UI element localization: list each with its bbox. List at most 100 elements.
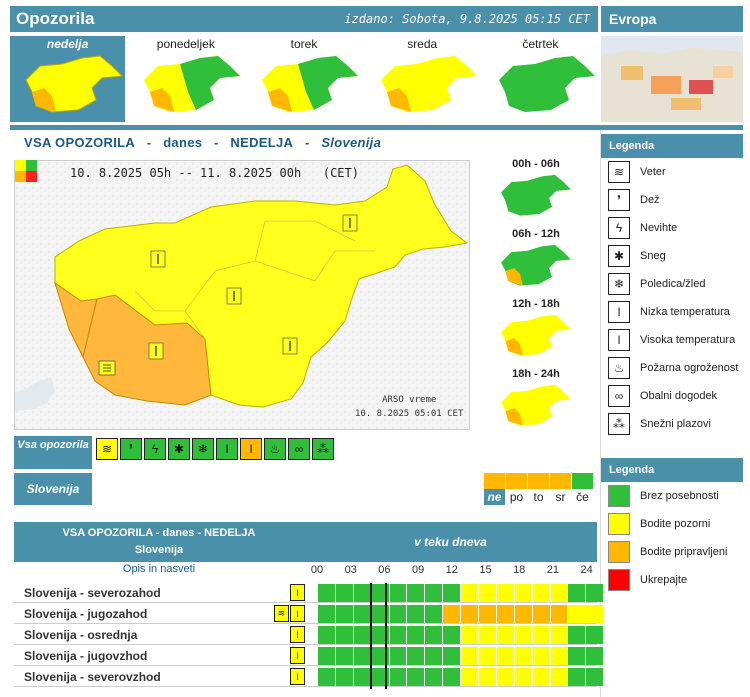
fire-danger-icon[interactable]: ♨ bbox=[264, 438, 286, 460]
timeline-cell bbox=[335, 584, 353, 602]
tab-day-4[interactable]: četrtek bbox=[482, 36, 599, 122]
timeline-cell bbox=[479, 647, 496, 665]
timeline-cell bbox=[353, 605, 371, 623]
legend-label: Nizka temperatura bbox=[640, 306, 730, 318]
row-icons: ǀ bbox=[290, 584, 305, 601]
period-map[interactable]: 06h - 12h bbox=[474, 226, 598, 292]
ice-icon[interactable]: ❄ bbox=[192, 438, 214, 460]
timeline-cell bbox=[479, 605, 496, 623]
period-map[interactable]: 18h - 24h bbox=[474, 366, 598, 432]
row-icons: ǀ bbox=[290, 626, 305, 643]
europe-header[interactable]: Evropa bbox=[601, 6, 743, 32]
coastal-event-icon[interactable]: ∞ bbox=[288, 438, 310, 460]
hour-label: 15 bbox=[479, 564, 492, 576]
day-strip-item[interactable]: sr bbox=[550, 473, 571, 505]
legend-label: Požarna ogroženost bbox=[640, 362, 739, 374]
section-header: VSA OPOZORILA - danes - NEDELJA - Sloven… bbox=[10, 133, 470, 153]
tab-day-2[interactable]: torek bbox=[246, 36, 362, 122]
europe-map[interactable] bbox=[601, 36, 743, 122]
wind-icon[interactable]: ≋ bbox=[96, 438, 118, 460]
current-time-marker bbox=[385, 583, 387, 689]
tab-day-1[interactable]: ponedeljek bbox=[128, 36, 244, 122]
opis-link[interactable]: Opis in nasveti bbox=[122, 563, 196, 575]
period-map[interactable]: 00h - 06h bbox=[474, 156, 598, 222]
day-strip-item[interactable]: ne bbox=[484, 473, 505, 505]
map-credit: ARSO vreme 10. 8.2025 05:01 CET bbox=[355, 393, 463, 421]
low-temperature-icon: ǀ bbox=[608, 301, 630, 323]
day-strip-label: to bbox=[533, 490, 544, 504]
timeline-cell bbox=[461, 668, 479, 686]
timeline-cell bbox=[371, 647, 389, 665]
timeline-cell bbox=[389, 626, 407, 644]
table-row[interactable]: Slovenija - jugovzhod ǀ bbox=[14, 646, 604, 666]
timeline-cell bbox=[586, 584, 604, 602]
timeline-cells bbox=[318, 668, 604, 686]
table-row[interactable]: Slovenija - severozahod ǀ bbox=[14, 583, 604, 603]
region-name: Slovenija - jugozahod bbox=[24, 607, 148, 621]
main-warning-map[interactable] bbox=[14, 160, 470, 430]
high-temperature-icon[interactable]: ǀ bbox=[290, 605, 305, 622]
timeline-cell bbox=[514, 584, 532, 602]
legend-label: Poledica/žled bbox=[640, 278, 706, 290]
day-strip-color bbox=[550, 473, 571, 489]
high-temperature-icon[interactable]: ǀ bbox=[290, 668, 305, 685]
timeline-cell bbox=[479, 668, 496, 686]
table-row[interactable]: Slovenija - osrednja ǀ bbox=[14, 625, 604, 645]
timeline-cell bbox=[479, 626, 496, 644]
timeline-cell bbox=[318, 626, 335, 644]
avalanche-icon[interactable]: ⁂ bbox=[312, 438, 334, 460]
timeline-cell bbox=[443, 647, 461, 665]
timeline-cell bbox=[568, 668, 586, 686]
wind-icon[interactable]: ≋ bbox=[274, 605, 289, 622]
timeline-cell bbox=[443, 626, 461, 644]
timeline-cell bbox=[532, 668, 550, 686]
level-swatch bbox=[608, 485, 630, 507]
title-text: Opozorila bbox=[16, 9, 95, 28]
legend-item: ǀ Nizka temperatura bbox=[601, 298, 743, 326]
timeline-cell bbox=[461, 584, 479, 602]
snow-icon[interactable]: ✱ bbox=[168, 438, 190, 460]
day-map-thumbnail bbox=[262, 56, 359, 112]
hour-label: 06 bbox=[378, 564, 391, 576]
timeline-cell bbox=[568, 647, 586, 665]
day-strip-item[interactable]: to bbox=[528, 473, 549, 505]
legend-item: ≋ Veter bbox=[601, 158, 743, 186]
table-row[interactable]: Slovenija - severovzhod ǀ bbox=[14, 667, 604, 687]
thunderstorm-icon[interactable]: ϟ bbox=[144, 438, 166, 460]
high-temperature-icon[interactable]: ǀ bbox=[240, 438, 262, 460]
table-row[interactable]: Slovenija - jugozahod ≋ ǀ bbox=[14, 604, 604, 624]
table-head-title: VSA OPOZORILA - danes - NEDELJA bbox=[62, 527, 256, 539]
low-temperature-icon[interactable]: ǀ bbox=[216, 438, 238, 460]
table-head-left: VSA OPOZORILA - danes - NEDELJA Slovenij… bbox=[14, 522, 304, 562]
high-temperature-icon[interactable]: ǀ bbox=[290, 647, 305, 664]
timeline-cell bbox=[586, 626, 604, 644]
timeline-cell bbox=[532, 584, 550, 602]
timeline-cell bbox=[479, 584, 496, 602]
tab-day-0[interactable]: nedelja bbox=[10, 36, 126, 122]
timeline-cells bbox=[318, 626, 604, 644]
legend-item: ❄ Poledica/žled bbox=[601, 270, 743, 298]
legend-item: Brez posebnosti bbox=[601, 482, 743, 510]
day-strip: ne po to sr če bbox=[484, 473, 593, 505]
timeline-cell bbox=[586, 668, 604, 686]
period-map[interactable]: 12h - 18h bbox=[474, 296, 598, 362]
avalanche-icon: ⁂ bbox=[608, 413, 630, 435]
timeline-cell bbox=[335, 626, 353, 644]
color-legend-icon bbox=[15, 160, 39, 187]
timeline-cell bbox=[496, 605, 514, 623]
day-strip-item[interactable]: če bbox=[572, 473, 593, 505]
day-strip-item[interactable]: po bbox=[506, 473, 527, 505]
subheader-text: Slovenija bbox=[321, 135, 382, 150]
high-temperature-icon[interactable]: ǀ bbox=[290, 584, 305, 601]
timeline-cell bbox=[318, 647, 335, 665]
legend-label: Veter bbox=[640, 166, 666, 178]
tab-day-3[interactable]: sreda bbox=[364, 36, 480, 122]
legend-label: Snežni plazovi bbox=[640, 418, 711, 430]
legend-label: Ukrepajte bbox=[640, 574, 688, 586]
rain-icon[interactable]: ❜ bbox=[120, 438, 142, 460]
timeline-cell bbox=[389, 647, 407, 665]
legend-item: ∞ Obalni dogodek bbox=[601, 382, 743, 410]
high-temperature-icon[interactable]: ǀ bbox=[290, 626, 305, 643]
snow-icon: ✱ bbox=[608, 245, 630, 267]
hour-label: 12 bbox=[445, 564, 458, 576]
